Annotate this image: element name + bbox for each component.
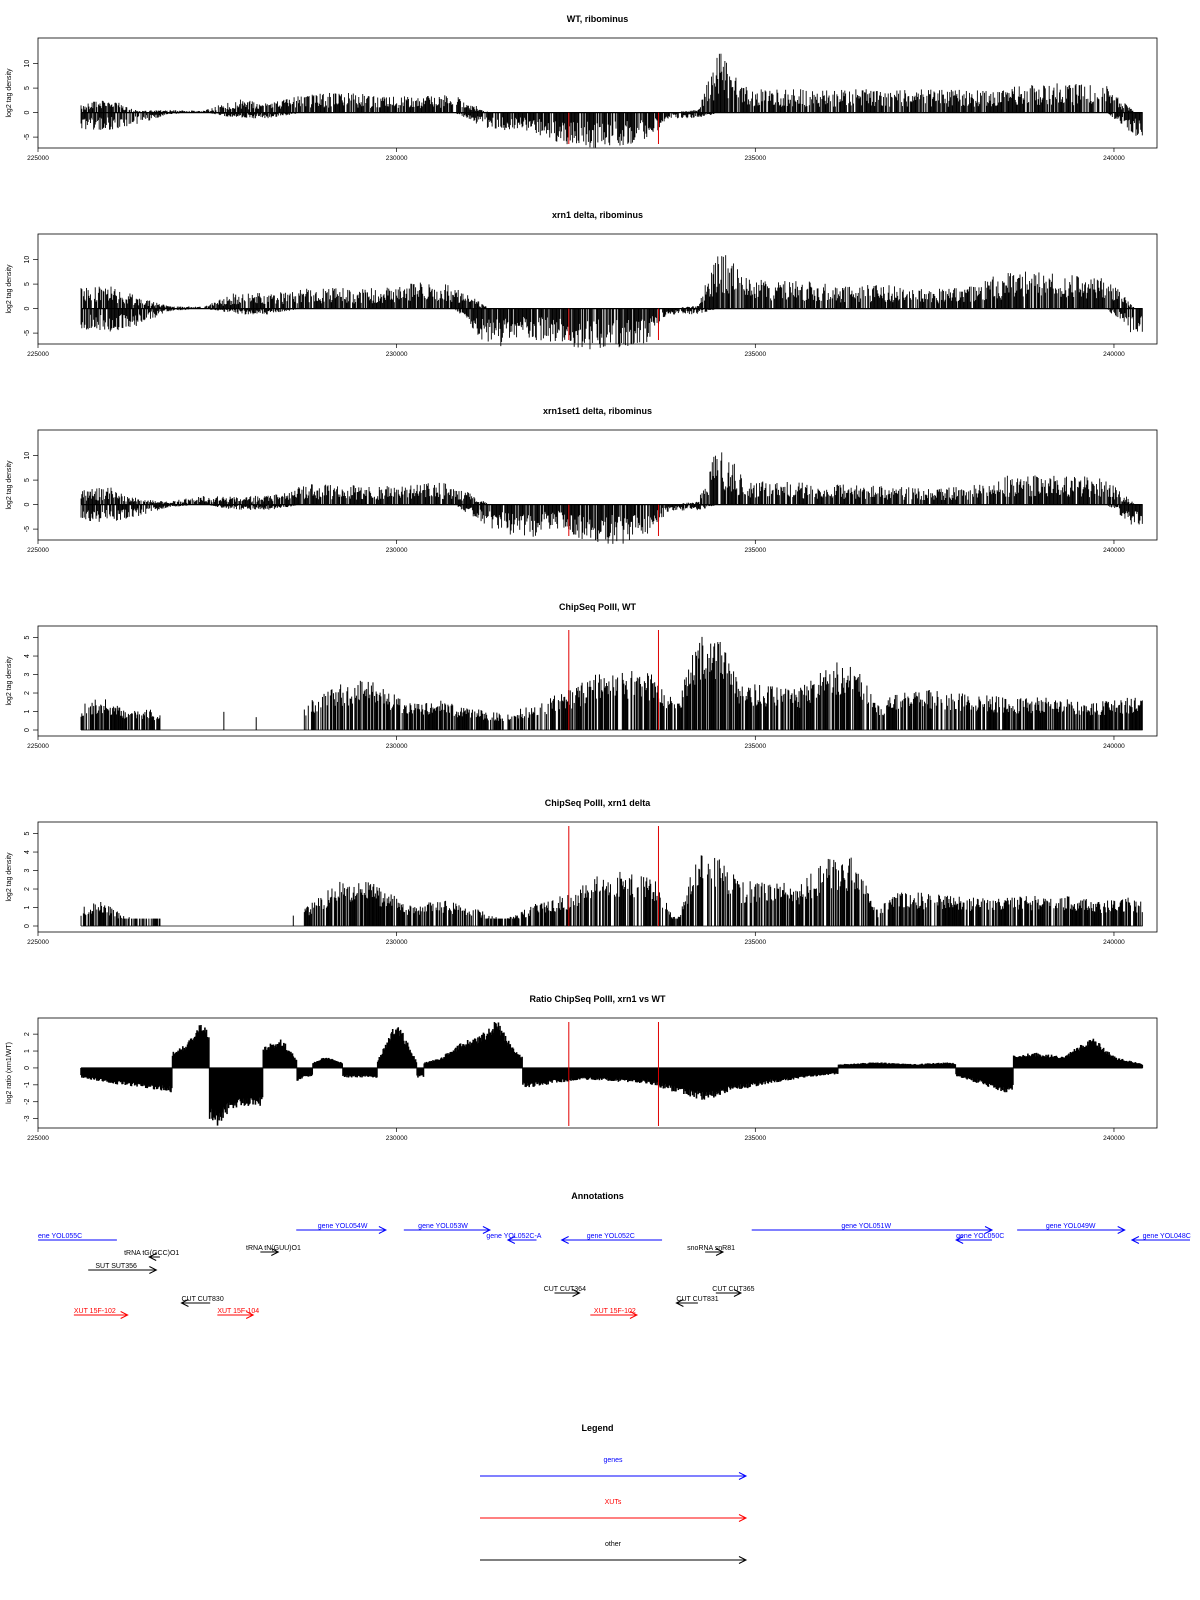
chart-panel [33, 625, 1158, 740]
y-tick-label: 10 [24, 452, 31, 460]
y-tick-label: -5 [24, 526, 31, 532]
panel-title: xrn1set1 delta, ribominus [543, 406, 652, 416]
x-tick-label: 235000 [744, 351, 766, 358]
x-tick-label: 225000 [27, 155, 49, 162]
chart-panel [33, 233, 1158, 350]
y-tick-label: 0 [24, 111, 31, 115]
y-tick-label: -5 [24, 330, 31, 336]
y-tick-label: 10 [24, 60, 31, 68]
x-tick-label: 230000 [386, 155, 408, 162]
x-tick-label: 230000 [386, 547, 408, 554]
plot-frame [37, 625, 1158, 737]
plot-frame [37, 37, 1158, 149]
y-tick-label: 0 [24, 503, 31, 507]
x-tick-label: 240000 [1103, 155, 1125, 162]
chart-panel [33, 429, 1158, 544]
chart-panel [33, 37, 1158, 152]
y-tick-label: 10 [24, 256, 31, 264]
x-tick-label: 240000 [1103, 351, 1125, 358]
y-axis-label: log2 tag density [6, 68, 13, 118]
x-tick-label: 225000 [27, 547, 49, 554]
y-tick-label: 0 [24, 307, 31, 311]
y-tick-label: -5 [24, 134, 31, 140]
x-tick-label: 230000 [386, 351, 408, 358]
x-tick-label: 235000 [744, 547, 766, 554]
plot-frame [37, 233, 1158, 345]
y-tick-label: 5 [24, 86, 31, 90]
panel-title: WT, ribominus [567, 14, 629, 24]
x-tick-label: 235000 [744, 155, 766, 162]
y-tick-label: 5 [24, 478, 31, 482]
y-axis-label: log2 tag density [6, 264, 13, 314]
panel-title: xrn1 delta, ribominus [552, 210, 643, 220]
x-tick-label: 240000 [1103, 547, 1125, 554]
y-axis-label: log2 tag density [6, 460, 13, 510]
y-tick-label: 5 [24, 282, 31, 286]
x-tick-label: 225000 [27, 351, 49, 358]
